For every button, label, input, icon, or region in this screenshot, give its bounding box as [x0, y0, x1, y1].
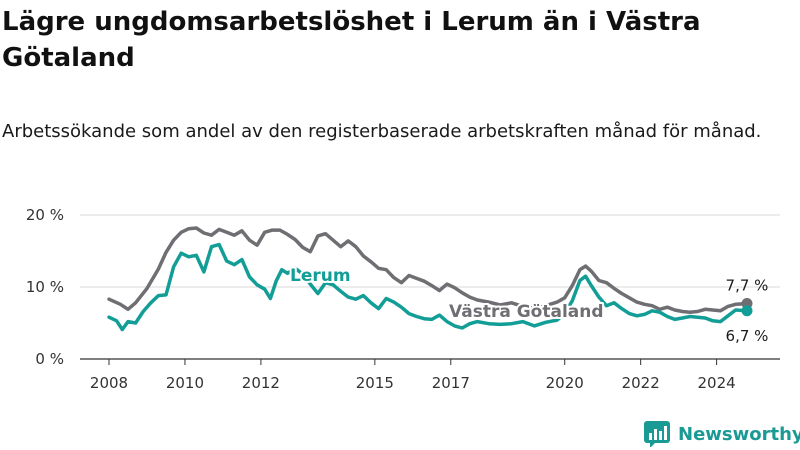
- series-label-lerum: Lerum: [290, 266, 351, 286]
- x-tick-label: 2022: [622, 374, 660, 392]
- end-label-vastra-gotaland: 7,7 %: [726, 277, 769, 295]
- annotations: Lerum Västra Götaland 7,7 % 6,7 %: [288, 264, 769, 345]
- x-tick-label: 2020: [546, 374, 584, 392]
- x-axis: 2008 2010 2012 2015 2017 2020 2022 2024: [80, 358, 780, 392]
- x-tick-label: 2015: [356, 374, 394, 392]
- x-tick-label: 2024: [698, 374, 736, 392]
- newsworthy-logo: Newsworthy: [644, 419, 800, 449]
- brand-name: Newsworthy: [678, 423, 800, 445]
- x-tick-label: 2008: [90, 374, 128, 392]
- y-axis-tick-labels: 0 % 10 % 20 %: [26, 206, 64, 368]
- x-tick-label: 2017: [432, 374, 470, 392]
- x-tick-label: 2010: [166, 374, 204, 392]
- series-line-vastra-gotaland: [107, 226, 749, 314]
- grid-lines: [80, 214, 780, 288]
- chart-title: Lägre ungdomsarbetslöshet i Lerum än i V…: [2, 7, 701, 73]
- y-tick-label: 0 %: [35, 350, 64, 368]
- series-label-vastra-gotaland: Västra Götaland: [449, 302, 604, 322]
- y-tick-label: 20 %: [26, 206, 64, 224]
- end-point-lerum: [741, 305, 753, 317]
- x-tick-label: 2012: [242, 374, 280, 392]
- newsworthy-icon: [644, 421, 670, 447]
- end-label-lerum: 6,7 %: [726, 327, 769, 345]
- series-lines: [107, 226, 753, 332]
- y-tick-label: 10 %: [26, 278, 64, 296]
- series-line-lerum: [107, 242, 749, 332]
- chart-subtitle: Arbetssökande som andel av den registerb…: [2, 121, 762, 142]
